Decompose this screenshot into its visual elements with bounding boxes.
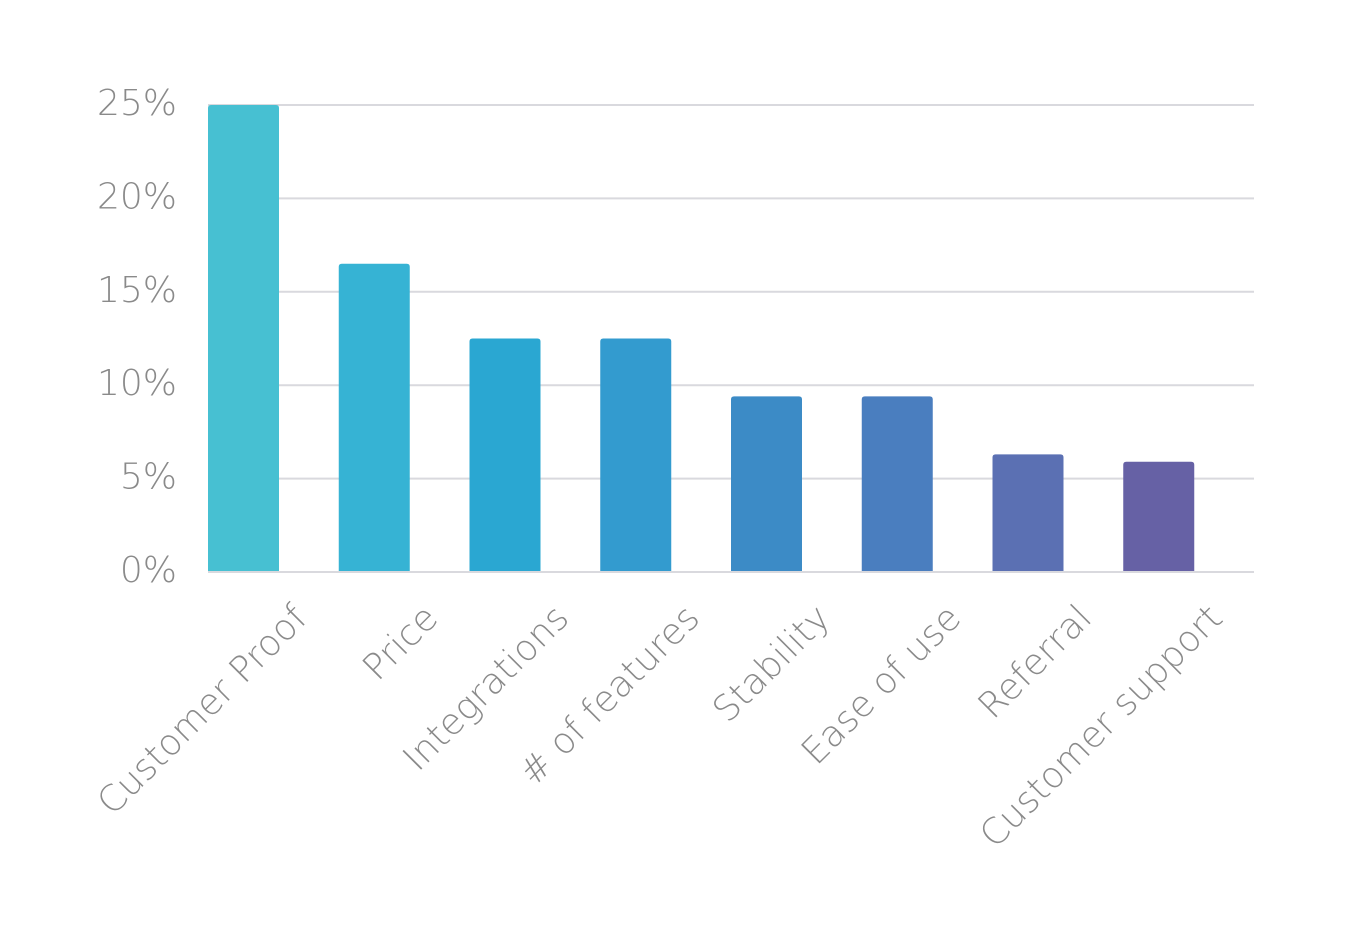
bars <box>208 105 1195 572</box>
bar <box>469 338 541 572</box>
bar <box>731 396 802 572</box>
y-axis-tick-labels: 0% 5% 10% 15% 20% 25% <box>97 83 177 591</box>
y-tick-label: 25% <box>97 83 177 124</box>
bar <box>992 454 1064 572</box>
y-tick-label: 15% <box>97 270 177 311</box>
bar <box>1123 461 1195 572</box>
y-tick-label: 5% <box>120 457 177 498</box>
bar <box>600 338 672 572</box>
x-tick-label: Customer Proof <box>90 597 316 823</box>
y-tick-label: 0% <box>120 550 177 591</box>
x-tick-label: Referral <box>971 597 1100 726</box>
bar <box>861 396 933 572</box>
x-tick-label: Price <box>355 597 446 688</box>
y-tick-label: 10% <box>97 363 177 404</box>
x-tick-label: Stability <box>705 597 838 730</box>
x-tick-label: Customer support <box>972 597 1230 855</box>
bar <box>338 263 410 572</box>
y-tick-label: 20% <box>97 176 177 217</box>
bar <box>208 105 279 572</box>
